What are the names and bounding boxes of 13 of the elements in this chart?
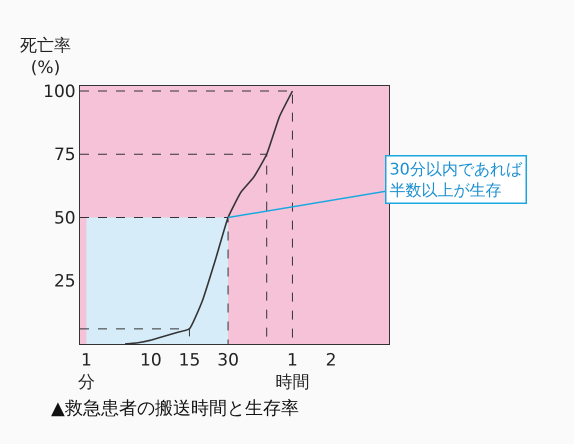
x-tick-label: 15 bbox=[178, 350, 200, 370]
y-tick-label: 25 bbox=[54, 272, 76, 292]
annotation: 30分以内であれば半数以上が生存 bbox=[390, 160, 523, 200]
x-tick-label: 1 時間 bbox=[275, 350, 310, 392]
y-tick-label: 75 bbox=[54, 145, 76, 166]
x-tick-label: 30 bbox=[217, 350, 239, 370]
text: ▲救急患者の搬送時間と生存率 bbox=[51, 398, 299, 419]
y-axis-title: 死亡率 (%) bbox=[20, 36, 71, 78]
y-tick-label: 100 bbox=[43, 82, 76, 102]
y-tick-label: 50 bbox=[54, 208, 76, 228]
x-tick-label: 1 分 bbox=[78, 350, 95, 392]
x-tick-label: 10 bbox=[140, 350, 162, 370]
x-tick-label: 2 bbox=[326, 350, 336, 370]
